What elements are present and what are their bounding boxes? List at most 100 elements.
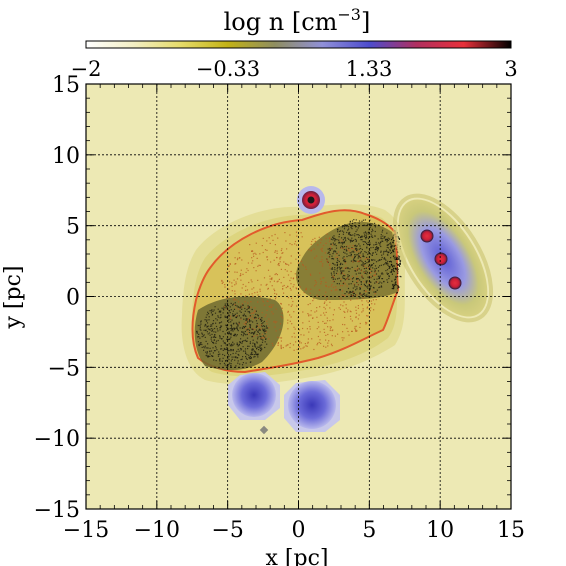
cloud-speckle [209, 310, 211, 312]
cloud-speckle [388, 275, 390, 278]
cloud-speckle [295, 341, 297, 343]
cloud-speckle [338, 233, 340, 235]
cloud-speckle [234, 328, 236, 330]
cloud-speckle [367, 258, 369, 260]
cloud-speckle [366, 294, 368, 296]
cloud-speckle [233, 329, 235, 331]
cloud-speckle [254, 331, 256, 333]
cloud-speckle [238, 306, 240, 308]
cloud-speckle [290, 255, 292, 257]
cloud-speckle [350, 318, 352, 320]
x-tick-label: 15 [497, 518, 525, 543]
cloud-speckle [345, 267, 347, 269]
cloud-speckle [231, 282, 233, 284]
cloud-speckle [381, 256, 383, 259]
cloud-speckle [326, 317, 328, 319]
cloud-speckle [246, 358, 248, 360]
cloud-speckle [232, 349, 234, 351]
cloud-speckle [200, 321, 202, 323]
cloud-speckle [231, 290, 233, 292]
cloud-speckle [226, 329, 228, 331]
cloud-speckle [210, 350, 213, 352]
cloud-speckle [228, 332, 230, 334]
cloud-speckle [392, 249, 394, 251]
cloud-speckle [305, 287, 307, 289]
cloud-speckle [348, 238, 350, 240]
cloud-speckle [314, 280, 316, 282]
cloud-speckle [371, 270, 373, 272]
cloud-speckle [385, 249, 388, 251]
cloud-speckle [351, 266, 353, 268]
cloud-speckle [374, 251, 377, 253]
cloud-speckle [277, 336, 279, 338]
cloud-speckle [287, 328, 289, 330]
cloud-speckle [393, 235, 395, 237]
cloud-speckle [344, 258, 346, 260]
cloud-speckle [346, 250, 348, 252]
cloud-speckle [314, 311, 316, 313]
cloud-speckle [341, 240, 343, 242]
cloud-speckle [358, 268, 360, 270]
cloud-speckle [345, 225, 347, 227]
cloud-speckle [342, 245, 344, 248]
cloud-speckle [257, 346, 259, 348]
cloud-speckle [366, 315, 368, 317]
cloud-speckle [291, 244, 293, 246]
cloud-speckle [372, 259, 374, 261]
cloud-speckle [351, 275, 354, 277]
cloud-speckle [221, 279, 223, 282]
cloud-speckle [360, 251, 362, 253]
cloud-speckle [234, 290, 236, 292]
cloud-speckle [197, 324, 199, 327]
cloud-speckle [316, 344, 318, 346]
cloud-speckle [282, 317, 284, 319]
cloud-speckle [260, 336, 262, 338]
cloud-speckle [224, 333, 226, 335]
cloud-speckle [353, 284, 356, 286]
cloud-speckle [241, 331, 243, 333]
cloud-speckle [285, 263, 287, 265]
cloud-speckle [263, 325, 265, 327]
cloud-speckle [352, 291, 355, 293]
cloud-speckle [352, 290, 354, 292]
cloud-speckle [336, 270, 338, 272]
cloud-speckle [281, 248, 283, 250]
cloud-speckle [258, 328, 261, 330]
cloud-speckle [349, 290, 351, 293]
cloud-speckle [257, 265, 259, 267]
x-tick-label: 10 [426, 518, 454, 543]
cloud-speckle [357, 278, 359, 280]
y-tick-label: 5 [66, 215, 80, 240]
cloud-speckle [280, 345, 282, 347]
cloud-speckle [245, 352, 247, 355]
cloud-speckle [346, 253, 348, 255]
cloud-speckle [205, 324, 207, 326]
cloud-speckle [280, 268, 282, 270]
cloud-speckle [244, 326, 246, 328]
cloud-speckle [391, 263, 393, 266]
cloud-speckle [350, 299, 352, 301]
cloud-speckle [373, 309, 375, 311]
cloud-speckle [393, 251, 395, 253]
cloud-speckle [355, 325, 357, 327]
cloud-speckle [228, 331, 230, 333]
cloud-speckle [287, 319, 289, 321]
cloud-speckle [347, 277, 349, 279]
cloud-speckle [273, 280, 275, 282]
cloud-speckle [199, 337, 201, 339]
cloud-speckle [348, 293, 350, 296]
cloud-speckle [355, 270, 357, 272]
cloud-speckle [346, 255, 348, 258]
cloud-speckle [364, 225, 366, 227]
cloud-speckle [231, 328, 233, 330]
cloud-speckle [390, 271, 393, 273]
cloud-speckle [235, 299, 237, 301]
cloud-speckle [367, 276, 369, 278]
cloud-speckle [312, 300, 314, 302]
cloud-speckle [252, 342, 254, 344]
cloud-speckle [338, 239, 340, 241]
cloud-speckle [309, 292, 311, 294]
cloud-speckle [281, 252, 283, 254]
cloud-speckle [352, 287, 354, 289]
cloud-speckle [276, 274, 278, 276]
